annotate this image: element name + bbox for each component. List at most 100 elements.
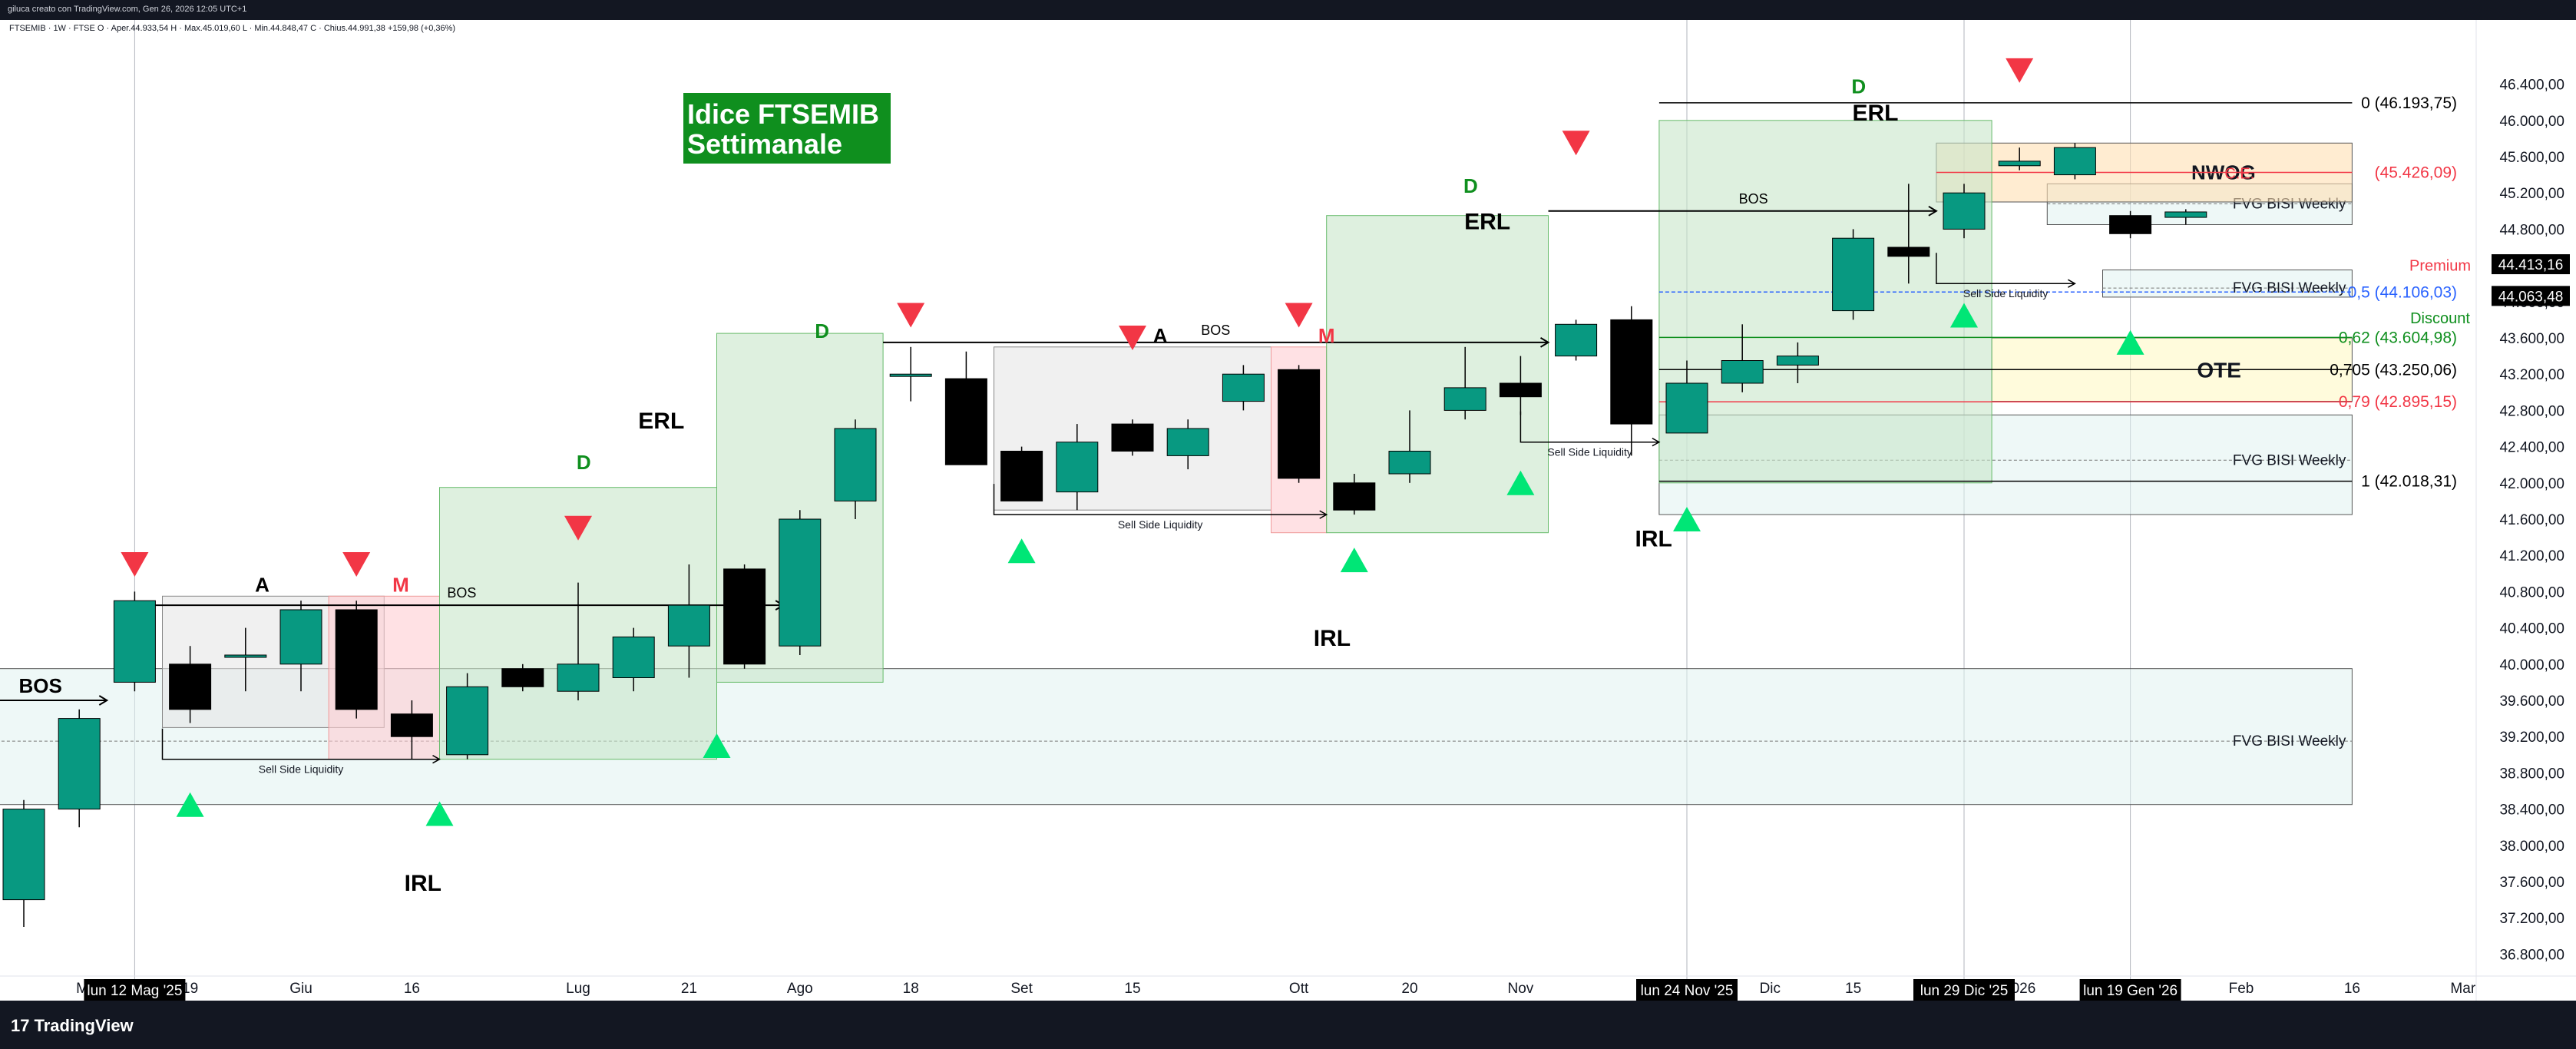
candle[interactable] xyxy=(169,646,212,723)
candle[interactable] xyxy=(1887,184,1930,284)
liquidity-line xyxy=(1519,411,1659,443)
candle[interactable] xyxy=(1721,324,1764,392)
annotation-erl: ERL xyxy=(638,409,684,434)
candle[interactable] xyxy=(1333,474,1376,515)
annotation-d: D xyxy=(577,451,591,474)
candle[interactable] xyxy=(335,601,378,719)
time-tick-label: Ott xyxy=(1289,981,1309,997)
candle[interactable] xyxy=(1998,147,2041,170)
price-tick-label: 46.400,00 xyxy=(2499,78,2564,94)
candle[interactable] xyxy=(944,351,987,465)
date-badge xyxy=(84,979,186,1001)
candle[interactable] xyxy=(1776,342,1819,383)
candle[interactable] xyxy=(1499,356,1542,415)
candle[interactable] xyxy=(279,601,322,692)
candle[interactable] xyxy=(1166,419,1209,470)
time-tick-label: 20 xyxy=(1401,981,1417,997)
bos-arrowhead xyxy=(1928,205,1938,217)
price-tick-label: 42.800,00 xyxy=(2499,403,2564,419)
candle[interactable] xyxy=(1832,229,1875,320)
candle-body xyxy=(2053,147,2096,176)
candle[interactable] xyxy=(2,799,45,927)
time-tick-label: Ago xyxy=(787,981,813,997)
tradingview-logo[interactable]: 17 TradingView xyxy=(11,1016,134,1036)
candle-body xyxy=(1721,360,1764,384)
fib-level-label: 0,5 (44.106,03) xyxy=(2348,283,2457,301)
candle[interactable] xyxy=(390,700,433,759)
candle[interactable] xyxy=(2164,209,2207,225)
annotation-erl: ERL xyxy=(1464,209,1510,234)
candle[interactable] xyxy=(501,663,544,692)
fib-level-label: 0,62 (43.604,98) xyxy=(2339,329,2457,346)
candle[interactable] xyxy=(113,591,156,692)
candle[interactable] xyxy=(723,564,766,669)
price-tick-label: 40.000,00 xyxy=(2499,657,2564,673)
buy-signal-triangle-icon xyxy=(1950,303,1978,328)
candle-body xyxy=(1887,247,1930,257)
candle[interactable] xyxy=(1610,306,1653,456)
price-tick-label: 46.000,00 xyxy=(2499,114,2564,130)
buy-signal-triangle-icon xyxy=(703,733,731,758)
candle[interactable] xyxy=(667,564,710,678)
sell-signal-triangle-icon xyxy=(897,303,925,328)
candle[interactable] xyxy=(557,582,600,700)
candle[interactable] xyxy=(1665,360,1708,434)
bos-label: BOS xyxy=(1739,191,1768,207)
price-tick-label: 38.800,00 xyxy=(2499,766,2564,782)
time-tick-label: 15 xyxy=(1124,981,1140,997)
candles-layer xyxy=(2,143,2207,927)
price-tick-label: 41.600,00 xyxy=(2499,512,2564,528)
green-zone xyxy=(1326,215,1549,534)
date-badge-label: lun 19 Gen '26 xyxy=(2083,983,2178,999)
candle[interactable] xyxy=(1056,424,1099,511)
price-tick-label: 37.200,00 xyxy=(2499,911,2564,927)
candle[interactable] xyxy=(58,709,101,828)
time-tick-label: Giu xyxy=(289,981,312,997)
price-tick-label: 45.200,00 xyxy=(2499,186,2564,202)
price-tick-label: 36.800,00 xyxy=(2499,947,2564,963)
candle[interactable] xyxy=(889,346,932,402)
green-zone xyxy=(1658,120,1992,484)
fvg-label: FVG BISI Weekly xyxy=(2233,452,2346,468)
candlestick-chart[interactable]: FVG BISI Weekly FVG BISI Weekly FVG BISI W… xyxy=(0,20,2576,1001)
time-tick-label: Dic xyxy=(1760,981,1781,997)
candle[interactable] xyxy=(2109,210,2152,239)
candle[interactable] xyxy=(1111,419,1154,456)
candle[interactable] xyxy=(834,419,877,519)
candle[interactable] xyxy=(1443,346,1486,420)
annotation-irl: IRL xyxy=(1635,526,1672,551)
candle-body xyxy=(1499,382,1542,398)
candle[interactable] xyxy=(1278,365,1321,483)
candle-body xyxy=(2,809,45,901)
candle[interactable] xyxy=(779,510,822,655)
sell-signal-triangle-icon xyxy=(1285,303,1313,328)
liquidity-arrowhead xyxy=(1319,510,1328,519)
date-badge xyxy=(1636,979,1738,1001)
date-badge-label: lun 12 Mag '25 xyxy=(87,983,182,999)
candle-body xyxy=(779,518,822,647)
markers-layer xyxy=(121,58,2144,826)
candle-body xyxy=(446,686,489,756)
chart-area[interactable]: FVG BISI Weekly FVG BISI Weekly FVG BISI W… xyxy=(0,20,2576,1001)
candle[interactable] xyxy=(446,673,489,759)
candle[interactable] xyxy=(1000,446,1043,501)
levels-layer: 0 (46.193,75) (45.426,09) 0,5 (44.106,03) 0… xyxy=(1658,94,2471,491)
fvg-label: FVG BISI Weekly xyxy=(2233,733,2346,750)
symbol-info: FTSEMIB · 1W · FTSE O · Aper.44.933,54 H… xyxy=(9,24,455,33)
candle[interactable] xyxy=(224,627,267,692)
candle[interactable] xyxy=(2053,143,2096,180)
candle[interactable] xyxy=(1222,365,1265,411)
time-tick-label: 16 xyxy=(2344,981,2360,997)
annotation-d: D xyxy=(1851,74,1866,98)
candle[interactable] xyxy=(1388,410,1431,483)
price-axis: 36.800,00 37.200,00 37.600,00 38.000,00 38.4… xyxy=(2475,20,2570,1001)
sell-signal-triangle-icon xyxy=(564,515,592,541)
liquidity-label: Sell Side Liquidity xyxy=(259,763,344,776)
candle[interactable] xyxy=(1943,184,1986,239)
candle[interactable] xyxy=(1555,319,1598,361)
candle[interactable] xyxy=(612,627,655,692)
price-tick-label: 45.600,00 xyxy=(2499,150,2564,166)
price-badge xyxy=(2492,254,2570,275)
price-tick-label: 38.400,00 xyxy=(2499,802,2564,819)
chart-title-box: Idice FTSEMIB Settimanale xyxy=(683,93,891,164)
